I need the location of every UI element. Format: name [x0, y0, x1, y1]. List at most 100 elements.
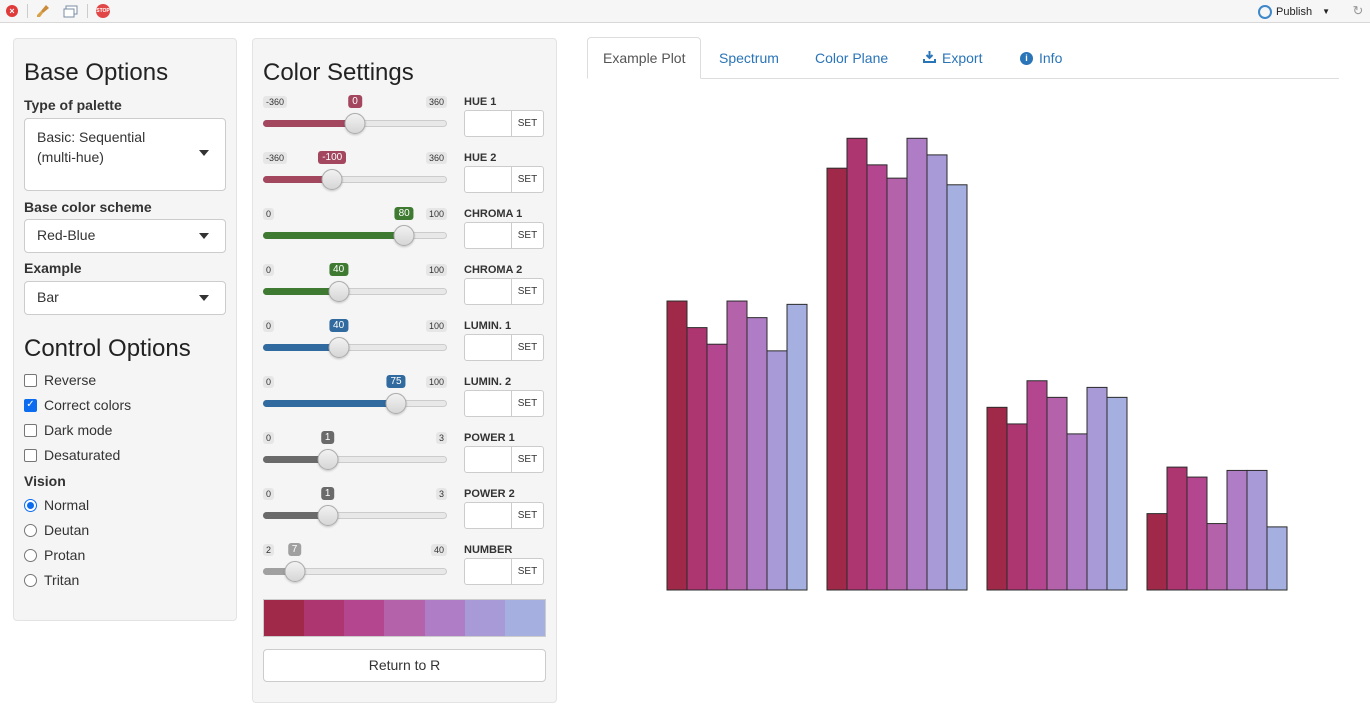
slider-max-label: 360: [425, 96, 447, 108]
slider-handle[interactable]: [321, 169, 343, 190]
slider-handle[interactable]: [393, 225, 415, 246]
checkbox-checked[interactable]: ✓: [24, 398, 37, 412]
vision-radio-row[interactable]: Protan: [24, 547, 85, 563]
brush-icon[interactable]: [35, 3, 51, 19]
set-button[interactable]: SET: [511, 110, 544, 137]
publish-button[interactable]: Publish ▼: [1258, 3, 1330, 20]
vision-radio-row[interactable]: Normal: [24, 497, 89, 513]
bar-group-4-series-6: [1246, 469, 1268, 591]
slider-value-input[interactable]: [464, 502, 512, 529]
checkbox[interactable]: [24, 423, 37, 437]
slider-handle[interactable]: [328, 337, 350, 358]
vision-radio-row[interactable]: Deutan: [24, 522, 89, 538]
slider-min-label: 0: [263, 376, 275, 388]
slider-hue-1[interactable]: -360 360 0: [263, 95, 447, 146]
chevron-down-icon: [199, 150, 209, 156]
slider-name-label: NUMBER: [464, 544, 513, 556]
checkbox[interactable]: [24, 448, 37, 462]
slider-max-label: 3: [435, 488, 447, 500]
slider-handle[interactable]: [317, 505, 339, 526]
set-button[interactable]: SET: [511, 390, 544, 417]
slider-fill: [263, 344, 339, 351]
slider-value-badge: 75: [386, 375, 406, 388]
set-button[interactable]: SET: [511, 166, 544, 193]
slider-handle[interactable]: [385, 393, 407, 414]
bar-group-3-series-3: [1026, 380, 1048, 591]
checkbox-label: Dark mode: [44, 422, 113, 438]
bar-group-1-series-1: [666, 300, 688, 591]
slider-value-input[interactable]: [464, 222, 512, 249]
slider-value-badge: -100: [318, 151, 347, 164]
slider-handle[interactable]: [317, 449, 339, 470]
slider-power-1[interactable]: 0 3 1: [263, 431, 447, 482]
refresh-icon[interactable]: ↻: [1352, 3, 1364, 18]
return-to-r-button[interactable]: Return to R: [263, 649, 546, 682]
slider-handle[interactable]: [284, 561, 306, 582]
slider-max-label: 100: [425, 376, 447, 388]
slider-handle[interactable]: [344, 113, 366, 134]
radio-button[interactable]: [24, 573, 37, 587]
slider-lumin-1[interactable]: 0 100 40: [263, 319, 447, 370]
palette-swatch: [344, 600, 385, 636]
slider-power-2[interactable]: 0 3 1: [263, 487, 447, 538]
slider-value-badge: 1: [320, 431, 335, 444]
slider-handle[interactable]: [328, 281, 350, 302]
color-scheme-select[interactable]: Red-Blue: [24, 219, 226, 253]
bar-group-4-series-7: [1266, 526, 1288, 591]
slider-fill: [263, 232, 405, 239]
tab-example-plot[interactable]: Example Plot: [587, 37, 702, 79]
slider-chroma-2[interactable]: 0 100 40: [263, 263, 447, 314]
slider-value-badge: 0: [348, 95, 362, 108]
checkbox-row[interactable]: Reverse: [24, 372, 96, 388]
stop-icon[interactable]: STOP: [95, 3, 111, 19]
color-settings-title: Color Settings: [263, 59, 414, 86]
slider-value-input[interactable]: [464, 334, 512, 361]
slider-value-input[interactable]: [464, 166, 512, 193]
palette-preview: [263, 599, 546, 637]
slider-name-label: LUMIN. 1: [464, 320, 512, 332]
slider-chroma-1[interactable]: 0 100 80: [263, 207, 447, 258]
vision-radio-row[interactable]: Tritan: [24, 572, 79, 588]
publish-icon: [1258, 4, 1272, 19]
radio-button[interactable]: [24, 548, 37, 562]
close-icon[interactable]: ×: [3, 3, 21, 19]
slider-value-input[interactable]: [464, 110, 512, 137]
checkbox-row[interactable]: Desaturated: [24, 447, 120, 463]
radio-label: Tritan: [44, 572, 80, 588]
slider-name-label: CHROMA 1: [464, 208, 523, 220]
slider-value-input[interactable]: [464, 446, 512, 473]
set-button[interactable]: SET: [511, 278, 544, 305]
slider-value-input[interactable]: [464, 558, 512, 585]
radio-button[interactable]: [24, 498, 37, 512]
palette-swatch: [424, 600, 465, 636]
bar-group-3-series-1: [986, 406, 1008, 591]
bar-group-1-series-6: [766, 350, 788, 591]
example-select[interactable]: Bar: [24, 281, 226, 315]
tab-info[interactable]: i Info: [1005, 37, 1077, 79]
window-icon[interactable]: [62, 3, 78, 19]
radio-button[interactable]: [24, 523, 37, 537]
slider-min-label: 0: [263, 432, 275, 444]
checkbox-row[interactable]: Dark mode: [24, 422, 112, 438]
set-button[interactable]: SET: [511, 446, 544, 473]
slider-hue-2[interactable]: -360 360 -100: [263, 151, 447, 202]
set-button[interactable]: SET: [511, 558, 544, 585]
tab-export[interactable]: Export: [908, 37, 997, 79]
set-button[interactable]: SET: [511, 334, 544, 361]
slider-name-label: POWER 2: [464, 488, 515, 500]
set-button[interactable]: SET: [511, 502, 544, 529]
bar-group-4-series-5: [1226, 469, 1248, 591]
chevron-down-icon: ▼: [1322, 7, 1330, 16]
palette-type-select[interactable]: Basic: Sequential (multi-hue): [24, 118, 226, 191]
toolbar-divider: [87, 4, 88, 18]
checkbox[interactable]: [24, 373, 37, 387]
tab-spectrum[interactable]: Spectrum: [704, 37, 794, 79]
set-button[interactable]: SET: [511, 222, 544, 249]
slider-number[interactable]: 2 40 7: [263, 543, 447, 594]
slider-value-input[interactable]: [464, 390, 512, 417]
tab-color-plane[interactable]: Color Plane: [800, 37, 903, 79]
checkbox-row[interactable]: ✓ Correct colors: [24, 397, 131, 413]
slider-lumin-2[interactable]: 0 100 75: [263, 375, 447, 426]
slider-value-input[interactable]: [464, 278, 512, 305]
palette-swatch: [304, 600, 345, 636]
